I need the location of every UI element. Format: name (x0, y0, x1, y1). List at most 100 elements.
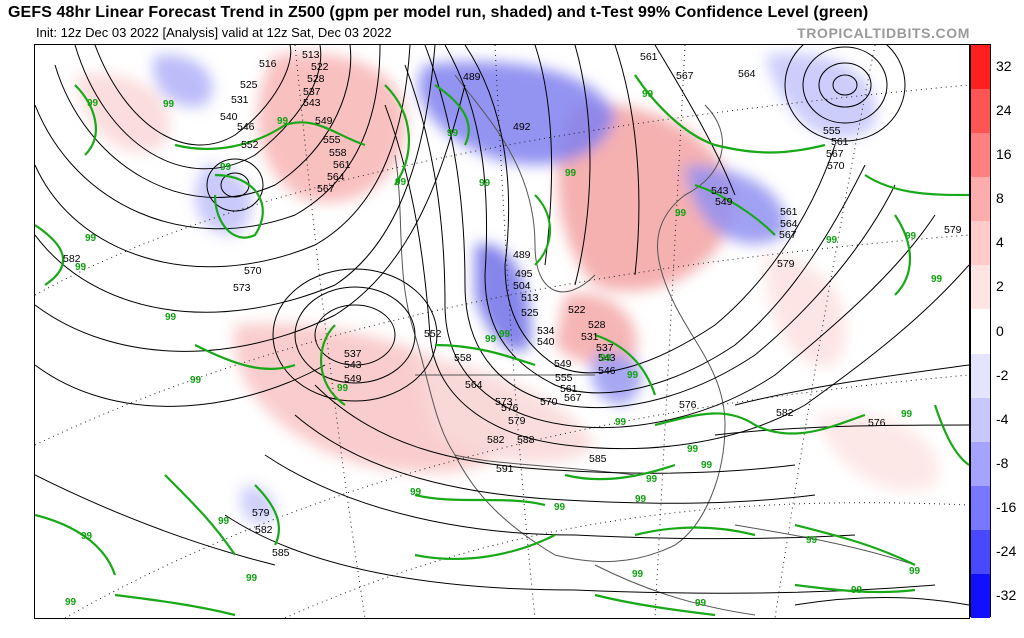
contour-label: 591 (496, 463, 514, 475)
confidence-label: 99 (632, 569, 644, 580)
z500-contours (35, 45, 969, 606)
negative-anomaly-arctic (418, 61, 615, 165)
contour-label: 531 (231, 94, 249, 106)
positive-anomaly-east (555, 293, 637, 366)
colorbar-segment (971, 397, 990, 443)
confidence-label: 99 (395, 177, 407, 188)
contour-label: 543 (711, 185, 729, 197)
contour-label: 525 (240, 79, 258, 91)
colorbar-segment (971, 309, 990, 355)
negative-anomaly-aleutian (153, 54, 213, 107)
contour-label: 564 (465, 379, 483, 391)
confidence-contours (35, 74, 969, 617)
confidence-label: 99 (85, 233, 97, 244)
positive-anomaly-northwest (75, 73, 171, 153)
colorbar-tick-label: 8 (996, 190, 1004, 207)
contour-label: 558 (454, 352, 472, 364)
negative-anomaly-baja (240, 485, 276, 525)
confidence-label: 99 (615, 417, 627, 428)
colorbar-tick-label: -24 (996, 542, 1017, 559)
contour-label: 579 (252, 507, 270, 519)
forecast-map: 513 516 522 528 525 531 537 543 540 546 549 552 555 5… (34, 44, 970, 619)
colorbar-tick-label: -32 (996, 586, 1017, 603)
negative-anomaly-trough (475, 243, 531, 352)
colorbar-tick-label: 16 (996, 146, 1012, 163)
contour-label: 546 (598, 365, 616, 377)
confidence-label: 99 (75, 262, 87, 273)
contour-label: 567 (826, 148, 844, 160)
contour-label: 579 (944, 224, 962, 236)
contour-label: 555 (555, 372, 573, 384)
contour-label: 543 (303, 97, 321, 109)
confidence-label: 99 (635, 494, 647, 505)
colorbar-segment (971, 353, 990, 399)
contour-label: 576 (501, 402, 519, 414)
contour-label: 513 (302, 49, 320, 61)
confidence-label: 99 (87, 98, 99, 109)
negative-anomaly-lakes (591, 353, 642, 405)
confidence-label: 99 (220, 162, 232, 173)
colorbar-segment (971, 485, 990, 531)
confidence-label: 99 (826, 235, 838, 246)
contour-label: 522 (568, 304, 586, 316)
confidence-label: 99 (600, 353, 612, 364)
colorbar-tick-label: 4 (996, 234, 1004, 251)
contour-label: 543 (344, 359, 362, 371)
contour-label: 555 (823, 125, 841, 137)
positive-anomaly-southeast (815, 413, 939, 492)
contour-label: 540 (220, 111, 238, 123)
colorbar-tick-label: -4 (996, 410, 1009, 427)
contour-label: 525 (521, 307, 539, 319)
contour-label: 495 (515, 268, 533, 280)
contour-label: 522 (311, 61, 329, 73)
confidence-label: 99 (905, 231, 917, 242)
contour-label: 492 (513, 121, 531, 133)
confidence-label: 99 (499, 329, 511, 340)
contour-label: 543 (598, 352, 616, 364)
positive-anomaly-atlantic (765, 255, 847, 367)
confidence-label: 99 (646, 474, 658, 485)
contour-label: 576 (868, 417, 886, 429)
contour-label: 534 (537, 325, 555, 337)
confidence-label: 99 (485, 334, 497, 345)
colorbar-tick-label: 24 (996, 102, 1012, 119)
contour-label: 561 (780, 206, 798, 218)
colorbar-tick-label: 2 (996, 278, 1004, 295)
contour-label: 582 (487, 434, 505, 446)
contour-label: 561 (640, 51, 658, 63)
confidence-label: 99 (695, 598, 707, 609)
confidence-label: 99 (901, 409, 913, 420)
colorbar-segment (971, 133, 990, 178)
contour-label: 540 (537, 336, 555, 348)
confidence-label: 99 (701, 460, 713, 471)
contour-label: 558 (329, 147, 347, 159)
contour-label: 516 (259, 58, 277, 70)
init-valid-subtitle: Init: 12z Dec 03 2022 [Analysis] valid a… (36, 25, 392, 40)
positive-anomaly-pacific (257, 53, 407, 203)
contour-label: 546 (237, 121, 255, 133)
confidence-label: 99 (410, 487, 422, 498)
contour-label: 555 (323, 134, 341, 146)
contour-label: 570 (244, 265, 262, 277)
confidence-label: 99 (554, 502, 566, 513)
contour-label: 573 (233, 282, 251, 294)
colorbar-tick-label: -2 (996, 366, 1009, 383)
contour-label: 579 (508, 415, 526, 427)
contour-label: 567 (676, 70, 694, 82)
coastlines (394, 74, 916, 616)
confidence-label: 99 (806, 535, 818, 546)
contour-label: 528 (588, 319, 606, 331)
chart-title: GEFS 48hr Linear Forecast Trend in Z500 … (8, 4, 869, 21)
colorbar-segment (971, 177, 990, 222)
confidence-label: 99 (627, 370, 639, 381)
contour-label: 552 (424, 328, 442, 340)
contour-label: 579 (777, 258, 795, 270)
confidence-label: 99 (65, 597, 77, 608)
contour-label: 489 (513, 249, 531, 261)
confidence-label: 99 (337, 383, 349, 394)
colorbar-segment (971, 89, 990, 134)
contour-label: 537 (344, 348, 362, 360)
contour-label: 567 (317, 183, 335, 195)
confidence-label: 99 (675, 208, 687, 219)
confidence-label: 99 (163, 99, 175, 110)
